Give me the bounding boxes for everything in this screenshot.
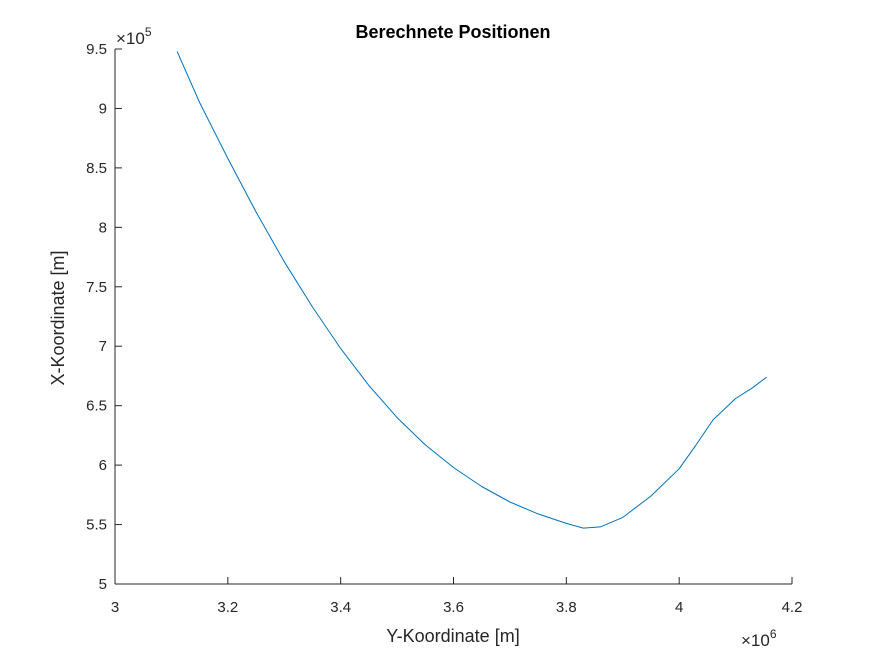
y-tick-label: 9 — [99, 100, 107, 117]
y-axis-ticks: 5 5.5 6 6.5 7 7.5 8 8.5 9 9.5 — [86, 41, 122, 593]
series-layer — [176, 51, 767, 529]
y-axis-label: X-Koordinate [m] — [48, 250, 68, 385]
y-axis-exponent: ×105 — [116, 25, 152, 48]
x-exponent-base: ×10 — [741, 631, 770, 650]
y-tick-label: 7 — [99, 338, 107, 355]
x-tick-label: 3.8 — [556, 599, 577, 616]
y-tick-label: 8 — [99, 219, 107, 236]
x-tick-label: 3.2 — [217, 599, 238, 616]
y-exponent-base: ×10 — [116, 29, 145, 48]
x-axis-exponent: ×106 — [741, 627, 777, 650]
y-tick-label: 6 — [99, 457, 107, 474]
plot-area: 3 3.2 3.4 3.6 3.8 4 4.2 5 5.5 6 6.5 7 7.5 8 8.5 9 9.5 — [86, 41, 802, 616]
y-tick-label: 8.5 — [86, 160, 107, 177]
x-exponent-power: 6 — [770, 627, 777, 641]
chart-title: Berechnete Positionen — [355, 22, 550, 42]
y-exponent-power: 5 — [145, 25, 152, 39]
x-tick-label: 3 — [111, 599, 119, 616]
series-line — [176, 51, 767, 529]
y-tick-label: 9.5 — [86, 41, 107, 58]
y-tick-label: 5.5 — [86, 517, 107, 534]
x-tick-label: 4.2 — [782, 599, 803, 616]
x-tick-label: 4 — [675, 599, 683, 616]
y-tick-label: 5 — [99, 576, 107, 593]
y-tick-label: 7.5 — [86, 279, 107, 296]
y-tick-label: 6.5 — [86, 398, 107, 415]
x-tick-label: 3.6 — [443, 599, 464, 616]
x-tick-label: 3.4 — [330, 599, 351, 616]
x-axis-ticks: 3 3.2 3.4 3.6 3.8 4 4.2 — [111, 577, 803, 616]
x-axis-label: Y-Koordinate [m] — [386, 626, 519, 646]
